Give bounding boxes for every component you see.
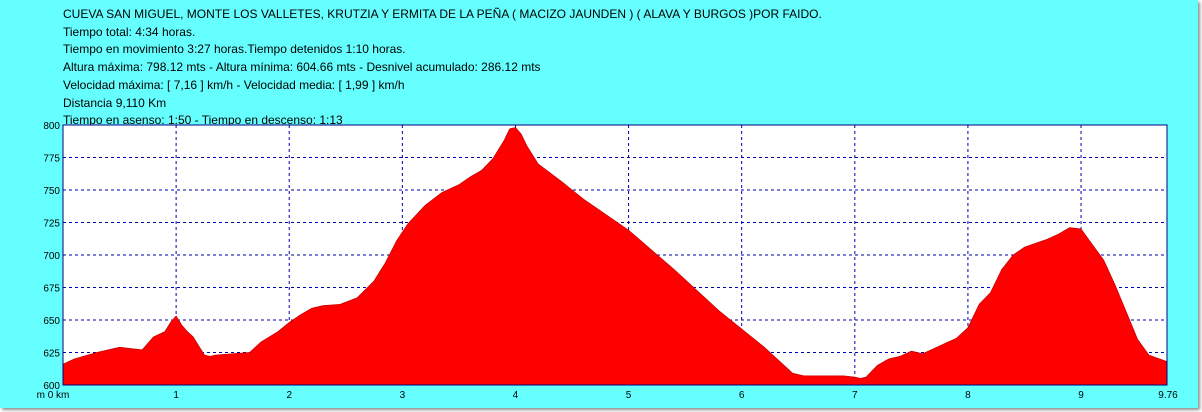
- distance: Distancia 9,110 Km: [63, 95, 167, 110]
- x-tick-label: 9.76: [1158, 390, 1178, 401]
- y-tick-label: 775: [43, 154, 60, 165]
- y-tick-label: 800: [43, 121, 60, 132]
- ascent-descent-time: Tiempo en asenso: 1:50 - Tiempo en desce…: [63, 113, 343, 128]
- x-tick-label: 5: [626, 390, 632, 401]
- speed-stats: Velocidad máxima: [ 7,16 ] km/h - Veloci…: [63, 77, 405, 92]
- y-tick-label: 675: [43, 284, 60, 295]
- x-axis: m 0 km 1 2 3 4 5 6 7 8 9 9.76: [37, 390, 1179, 401]
- x-tick-label: 6: [739, 390, 745, 401]
- total-time: Tiempo total: 4:34 horas.: [63, 24, 196, 39]
- track-info-text: CUEVA SAN MIGUEL, MONTE LOS VALLETES, KR…: [63, 6, 822, 130]
- moving-time: Tiempo en movimiento 3:27 horas.Tiempo d…: [63, 42, 406, 57]
- plot-border: [62, 124, 1168, 386]
- x-tick-label: 8: [965, 390, 971, 401]
- x-tick-label: 3: [400, 390, 406, 401]
- y-axis: 600 625 650 675 700 725 750 775 800: [43, 121, 60, 392]
- x-tick-label: 2: [286, 390, 292, 401]
- elevation-area: [62, 127, 1168, 386]
- y-tick-label: 750: [43, 186, 60, 197]
- x-tick-label: m 0 km: [37, 390, 70, 401]
- y-tick-label: 700: [43, 251, 60, 262]
- altitude-stats: Altura máxima: 798.12 mts - Altura mínim…: [63, 60, 541, 75]
- x-tick-label: 1: [173, 390, 179, 401]
- y-tick-label: 725: [43, 219, 60, 230]
- x-tick-label: 7: [852, 390, 858, 401]
- y-tick-label: 625: [43, 349, 60, 360]
- y-tick-label: 600: [43, 381, 60, 392]
- y-tick-label: 650: [43, 316, 60, 327]
- x-tick-label: 4: [513, 390, 519, 401]
- x-tick-label: 9: [1078, 390, 1084, 401]
- route-title: CUEVA SAN MIGUEL, MONTE LOS VALLETES, KR…: [63, 7, 822, 21]
